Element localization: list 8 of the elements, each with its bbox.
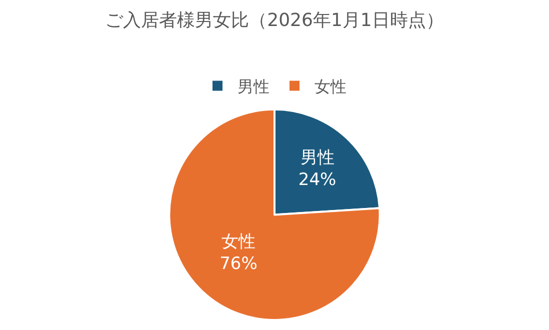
chart-title: ご入居者様男女比（2026年1月1日時点） — [105, 10, 444, 31]
legend-label: 女性 — [314, 77, 346, 96]
data-label: 76% — [220, 254, 258, 274]
data-label: 24% — [298, 170, 336, 190]
slice-label: 女性 — [221, 232, 256, 252]
pie-slice — [168, 108, 381, 321]
legend-label: 男性 — [238, 77, 270, 96]
slice-label: 男性 — [300, 148, 334, 168]
